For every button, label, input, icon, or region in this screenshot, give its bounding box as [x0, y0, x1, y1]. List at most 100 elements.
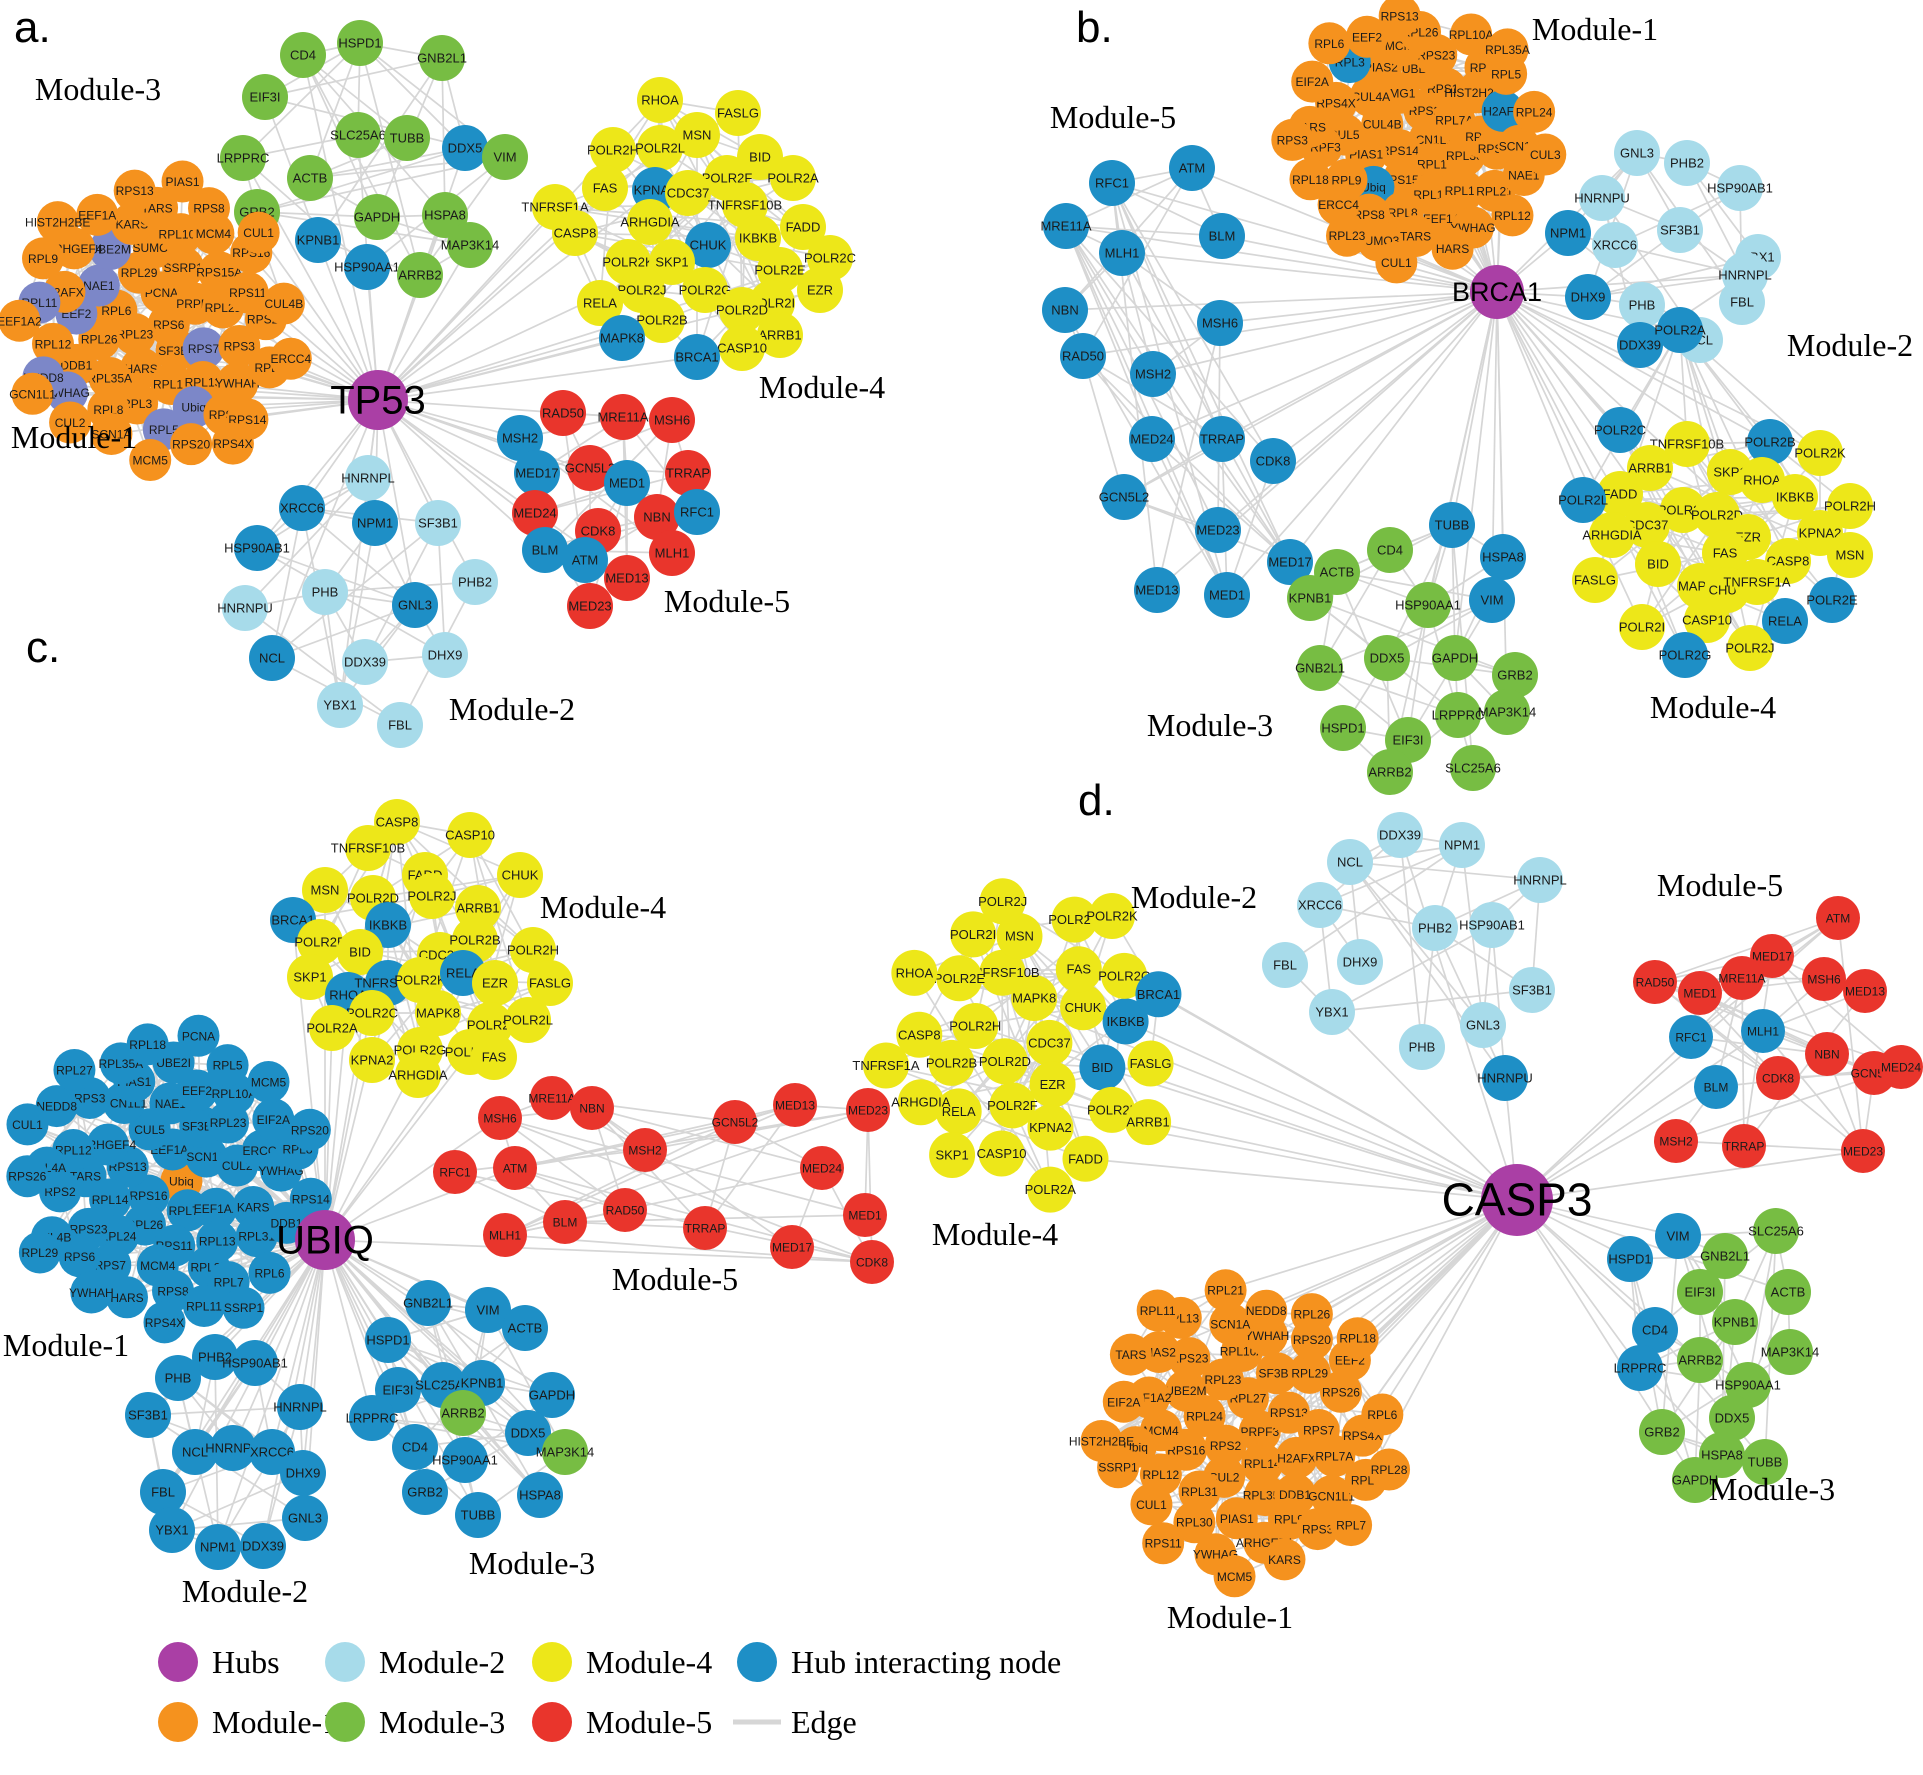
node-label-CDK8: CDK8	[856, 1256, 888, 1270]
node-circle	[1742, 1439, 1788, 1485]
node-circle	[206, 1044, 249, 1087]
node-label-XRCC6: XRCC6	[250, 1445, 294, 1460]
node-label-RELA: RELA	[1768, 614, 1802, 629]
node-circle	[1435, 692, 1481, 738]
edge	[1151, 438, 1291, 563]
node-label-NBN: NBN	[579, 1102, 604, 1116]
node-circle	[1565, 274, 1611, 320]
edge	[1065, 225, 1223, 237]
node-label-MED23: MED23	[1843, 1145, 1883, 1159]
node-label-POLR2I: POLR2I	[1619, 620, 1665, 635]
legend-swatch-module2	[325, 1642, 365, 1682]
node-b-FBL: FBL	[1719, 279, 1765, 325]
node-label-POLR2K: POLR2K	[1794, 446, 1846, 461]
node-circle	[1694, 1065, 1738, 1109]
node-label-NEDD8: NEDD8	[36, 1100, 77, 1114]
node-circle	[195, 1524, 241, 1570]
node-circle	[1011, 974, 1058, 1021]
node-a-LRPPRC: LRPPRC	[217, 135, 269, 181]
node-circle	[1450, 745, 1496, 791]
node-label-RPS11: RPS11	[1145, 1537, 1182, 1551]
node-label-RPL6: RPL6	[1314, 37, 1344, 51]
node-a-YBX1: YBX1	[317, 682, 363, 728]
edge	[1151, 438, 1228, 596]
legend-item-edge: Edge	[733, 1704, 857, 1740]
node-circle	[773, 1083, 817, 1127]
node-circle	[447, 812, 493, 858]
node-b-TNFRSF1A: TNFRSF1A	[1723, 559, 1791, 605]
node-c-MSN: MSN	[302, 867, 348, 913]
node-c-MAP3K14: MAP3K14	[536, 1429, 594, 1475]
node-label-PIAS1: PIAS1	[1349, 148, 1383, 162]
node-c-MSH2: MSH2	[623, 1128, 667, 1172]
node-label-MSH2: MSH2	[502, 431, 538, 446]
node-label-DDX5: DDX5	[511, 1426, 546, 1441]
node-d-RELA: RELA	[935, 1088, 982, 1135]
edge	[950, 1062, 1051, 1191]
node-label-MED1: MED1	[1209, 588, 1245, 603]
node-circle	[502, 1305, 548, 1351]
node-label-NAE1: NAE1	[1508, 169, 1540, 183]
node-label-GAPDH: GAPDH	[1432, 651, 1478, 666]
node-b-MLH1: MLH1	[1099, 230, 1145, 276]
node-label-FAS: FAS	[593, 181, 618, 196]
node-circle	[1250, 438, 1296, 484]
node-a-PIAS1: PIAS1	[161, 160, 204, 203]
node-b-POLR2H: POLR2H	[1824, 483, 1876, 529]
node-circle	[452, 559, 498, 605]
edge	[1654, 1329, 1766, 1463]
node-label-IKBKB: IKBKB	[1106, 1014, 1144, 1029]
node-d-RPL30: RPL30	[1173, 1501, 1216, 1544]
hub-edge	[1082, 291, 1498, 357]
node-circle	[247, 1061, 290, 1104]
node-circle	[562, 537, 608, 583]
node-label-RPL9: RPL9	[28, 252, 58, 266]
node-label-MSH2: MSH2	[1659, 1135, 1693, 1149]
node-circle	[90, 413, 133, 456]
node-a-CUL4B: CUL4B	[262, 282, 305, 325]
node-label-POLR2G: POLR2G	[1048, 912, 1101, 927]
node-label-CDK8: CDK8	[581, 524, 616, 539]
node-label-ARHGDIA: ARHGDIA	[620, 215, 680, 230]
node-label-POLR2A: POLR2A	[1654, 323, 1706, 338]
node-circle	[471, 1034, 517, 1080]
node-label-RPL10A: RPL10A	[1449, 28, 1494, 42]
edge	[1654, 981, 1779, 1079]
node-b-NPM1: NPM1	[1545, 210, 1591, 256]
node-c-RPS8: RPS8	[151, 1269, 194, 1312]
node-b-GAPDH: GAPDH	[1432, 635, 1478, 681]
node-circle	[1289, 158, 1332, 201]
node-label-HSPA8: HSPA8	[1701, 1448, 1743, 1463]
node-circle	[604, 460, 650, 506]
node-circle	[1802, 957, 1846, 1001]
node-a-RPS8: RPS8	[187, 187, 230, 230]
node-d-RAD50: RAD50	[1633, 960, 1677, 1004]
node-c-BID: BID	[337, 929, 383, 975]
node-label-RPL7A: RPL7A	[1435, 114, 1473, 128]
node-d-UBE2M: UBE2M	[1164, 1369, 1207, 1412]
node-label-RPS2: RPS2	[1210, 1439, 1242, 1453]
node-c-TNFRSF10B: TNFRSF10B	[331, 825, 405, 871]
hub-edge	[1221, 235, 1498, 293]
node-circle	[1486, 28, 1529, 71]
node-c-GCN5L2: GCN5L2	[712, 1100, 759, 1144]
node-b-MED17: MED17	[1267, 539, 1313, 585]
module-label-b-module-4: Module-4	[1650, 689, 1776, 725]
node-c-EEF2: EEF2	[176, 1069, 219, 1112]
node-circle	[603, 1188, 647, 1232]
node-circle	[1664, 140, 1710, 186]
node-d-FAS: FAS	[1055, 946, 1102, 993]
node-label-FBL: FBL	[388, 718, 412, 733]
node-circle	[143, 1301, 186, 1344]
node-b-TRRAP: TRRAP	[1199, 416, 1245, 462]
node-circle	[665, 170, 711, 216]
node-label-MCM4: MCM4	[1143, 1424, 1179, 1438]
node-label-RPL31: RPL31	[1181, 1485, 1218, 1499]
hub-edge	[377, 214, 446, 401]
node-label-MLH1: MLH1	[1105, 246, 1140, 261]
node-b-PHB: PHB	[1619, 282, 1665, 328]
node-label-KARS: KARS	[1268, 1553, 1301, 1567]
node-label-CDC37: CDC37	[1626, 518, 1669, 533]
node-label-GNL3: GNL3	[1620, 146, 1654, 161]
node-label-MRE11A: MRE11A	[528, 1092, 575, 1106]
